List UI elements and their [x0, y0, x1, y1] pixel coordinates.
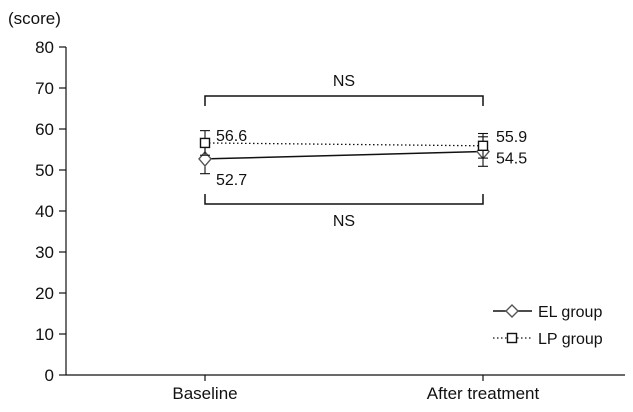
y-unit-label: (score) [8, 9, 61, 28]
y-tick-label: 80 [35, 38, 54, 57]
y-axis: 0 10 20 30 40 50 60 70 80 [35, 38, 67, 385]
x-axis: Baseline After treatment [66, 374, 625, 403]
series-lp-group: 56.6 55.9 [199, 128, 527, 159]
y-tick-label: 30 [35, 243, 54, 262]
significance-bracket-bottom [204, 194, 484, 205]
y-tick-label: 50 [35, 161, 54, 180]
x-tick-label: Baseline [172, 384, 237, 403]
series-layer: 52.7 54.5 56.6 55.9 [198, 128, 527, 189]
legend-label: LP group [538, 331, 603, 348]
data-label: 56.6 [216, 128, 247, 145]
legend: EL group LP group [493, 304, 603, 348]
significance-label-bottom: NS [333, 213, 355, 230]
data-label: 54.5 [496, 151, 527, 168]
y-tick-label: 0 [45, 366, 54, 385]
data-point-square [199, 137, 211, 149]
annotations: NS NS [204, 73, 484, 230]
series-line [204, 150, 484, 160]
data-point-square [477, 140, 489, 152]
y-tick-label: 60 [35, 120, 54, 139]
legend-label: EL group [538, 304, 602, 321]
y-tick-label: 20 [35, 284, 54, 303]
y-tick-label: 40 [35, 202, 54, 221]
significance-label-top: NS [333, 73, 355, 90]
y-tick-label: 10 [35, 325, 54, 344]
significance-bracket-top [204, 95, 484, 106]
y-tick-label: 70 [35, 79, 54, 98]
x-tick-label: After treatment [427, 384, 540, 403]
legend-marker-diamond [505, 304, 519, 318]
x-ticks: Baseline After treatment [172, 375, 539, 403]
data-label: 55.9 [496, 129, 527, 146]
y-ticks: 0 10 20 30 40 50 60 70 80 [35, 38, 66, 385]
legend-marker-square [506, 332, 518, 344]
data-label: 52.7 [216, 172, 247, 189]
